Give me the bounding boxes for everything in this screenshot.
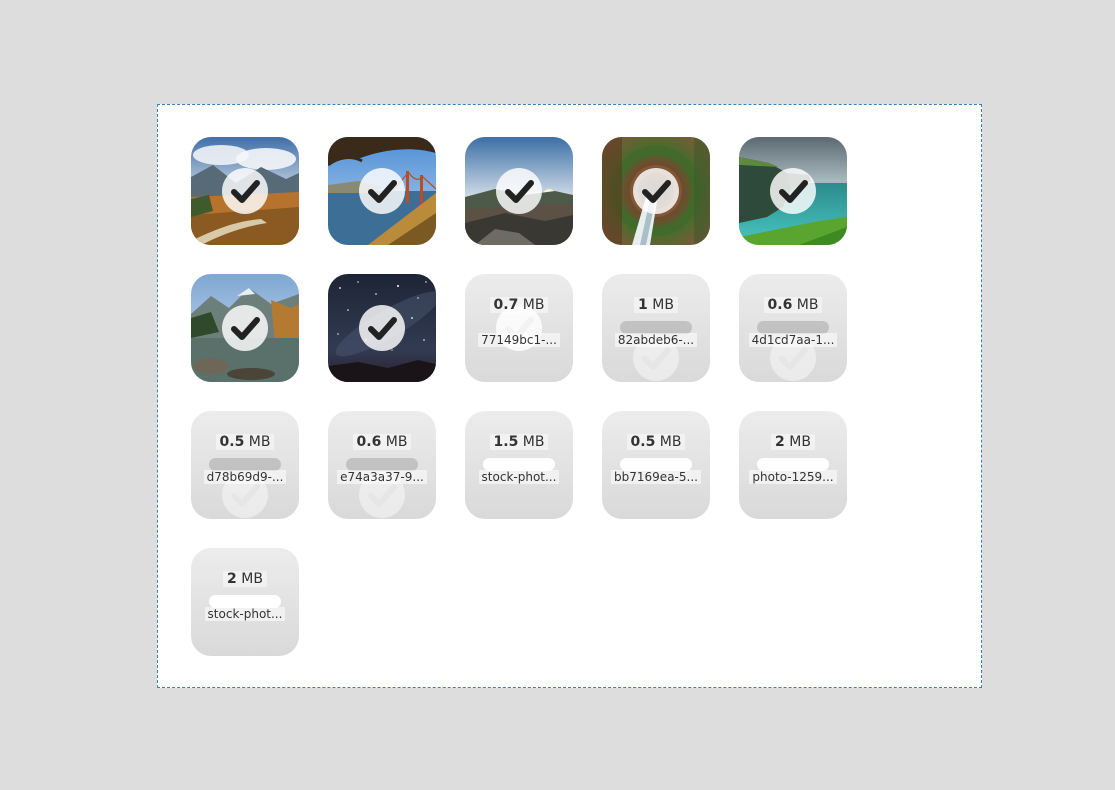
file-preview[interactable]: 0.5 MB bb7169ea-5... — [602, 411, 710, 519]
file-size-unit: MB — [792, 297, 819, 313]
checkmark-icon — [770, 168, 816, 214]
file-name-text: stock-phot... — [204, 607, 286, 621]
file-name-text: photo-1259... — [749, 470, 837, 484]
file-name: stock-phot... — [191, 606, 299, 623]
upload-progress-bar — [346, 458, 418, 471]
file-name: bb7169ea-5... — [602, 469, 710, 486]
dropzone[interactable]: 0.7 MB 77149bc1-... 1 MB 82abdeb6-... 0.6 MB… — [157, 104, 982, 688]
file-preview[interactable]: 2 MB photo-1259... — [739, 411, 847, 519]
file-size-value: 2 — [227, 571, 237, 587]
file-size-unit: MB — [784, 434, 811, 450]
checkmark-icon — [359, 305, 405, 351]
file-size: 2 MB — [191, 570, 299, 588]
upload-progress-bar — [757, 321, 829, 334]
image-preview[interactable] — [465, 137, 573, 245]
file-size-unit: MB — [518, 434, 545, 450]
image-preview[interactable] — [602, 137, 710, 245]
thumbnail-image — [328, 137, 436, 245]
file-name-text: bb7169ea-5... — [611, 470, 701, 484]
file-size-value: 1.5 — [493, 434, 519, 450]
file-size: 0.6 MB — [328, 433, 436, 451]
file-size: 0.6 MB — [739, 296, 847, 314]
file-preview[interactable]: 2 MB stock-phot... — [191, 548, 299, 656]
file-name: 82abdeb6-... — [602, 332, 710, 349]
file-name: d78b69d9-... — [191, 469, 299, 486]
file-size: 0.5 MB — [191, 433, 299, 451]
file-size-unit: MB — [236, 571, 263, 587]
checkmark-icon — [496, 168, 542, 214]
file-name: e74a3a37-9... — [328, 469, 436, 486]
file-size-unit: MB — [244, 434, 271, 450]
file-name-text: 77149bc1-... — [478, 333, 560, 347]
file-size-unit: MB — [518, 297, 545, 313]
file-size: 1.5 MB — [465, 433, 573, 451]
upload-progress-bar — [620, 458, 692, 471]
file-name-text: 4d1cd7aa-1... — [748, 333, 838, 347]
file-size: 0.5 MB — [602, 433, 710, 451]
upload-progress-fill — [757, 458, 829, 471]
file-size-value: 0.6 — [356, 434, 382, 450]
file-preview[interactable]: 0.5 MB d78b69d9-... — [191, 411, 299, 519]
file-size-value: 0.5 — [219, 434, 245, 450]
image-preview[interactable] — [328, 137, 436, 245]
file-preview[interactable]: 0.6 MB e74a3a37-9... — [328, 411, 436, 519]
image-preview[interactable] — [191, 137, 299, 245]
file-size-value: 2 — [775, 434, 785, 450]
checkmark-icon — [222, 305, 268, 351]
file-size-value: 0.6 — [767, 297, 793, 313]
file-size-value: 1 — [638, 297, 648, 313]
file-preview[interactable]: 0.6 MB 4d1cd7aa-1... — [739, 274, 847, 382]
checkmark-icon — [633, 168, 679, 214]
upload-progress-fill — [483, 458, 555, 471]
upload-progress-fill — [209, 595, 281, 608]
image-preview[interactable] — [191, 274, 299, 382]
file-preview[interactable]: 0.7 MB 77149bc1-... — [465, 274, 573, 382]
checkmark-icon — [359, 168, 405, 214]
file-size-unit: MB — [381, 434, 408, 450]
file-preview[interactable]: 1 MB 82abdeb6-... — [602, 274, 710, 382]
file-size-value: 0.7 — [493, 297, 519, 313]
image-preview[interactable] — [739, 137, 847, 245]
file-name-text: 82abdeb6-... — [614, 333, 698, 347]
file-size-unit: MB — [655, 434, 682, 450]
upload-progress-fill — [620, 458, 692, 471]
upload-progress-bar — [620, 321, 692, 334]
upload-progress-bar — [209, 595, 281, 608]
file-name-text: d78b69d9-... — [203, 470, 287, 484]
file-size-value: 0.5 — [630, 434, 656, 450]
file-size: 2 MB — [739, 433, 847, 451]
file-size: 1 MB — [602, 296, 710, 314]
file-name-text: e74a3a37-9... — [337, 470, 427, 484]
file-name: 4d1cd7aa-1... — [739, 332, 847, 349]
file-name: photo-1259... — [739, 469, 847, 486]
file-size: 0.7 MB — [465, 296, 573, 314]
file-name-text: stock-phot... — [478, 470, 560, 484]
file-name: 77149bc1-... — [465, 332, 573, 349]
file-size-unit: MB — [647, 297, 674, 313]
file-name: stock-phot... — [465, 469, 573, 486]
upload-progress-bar — [209, 458, 281, 471]
upload-progress-bar — [757, 458, 829, 471]
image-preview[interactable] — [328, 274, 436, 382]
checkmark-icon — [222, 168, 268, 214]
file-preview[interactable]: 1.5 MB stock-phot... — [465, 411, 573, 519]
upload-progress-bar — [483, 458, 555, 471]
